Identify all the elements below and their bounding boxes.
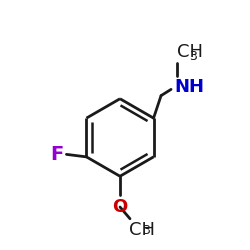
Text: NH: NH <box>175 78 205 96</box>
Text: CH: CH <box>177 42 203 60</box>
Text: 3: 3 <box>189 50 197 63</box>
Text: F: F <box>51 145 64 164</box>
Text: CH: CH <box>129 221 155 239</box>
Text: 3: 3 <box>142 224 150 237</box>
Text: O: O <box>112 198 128 216</box>
